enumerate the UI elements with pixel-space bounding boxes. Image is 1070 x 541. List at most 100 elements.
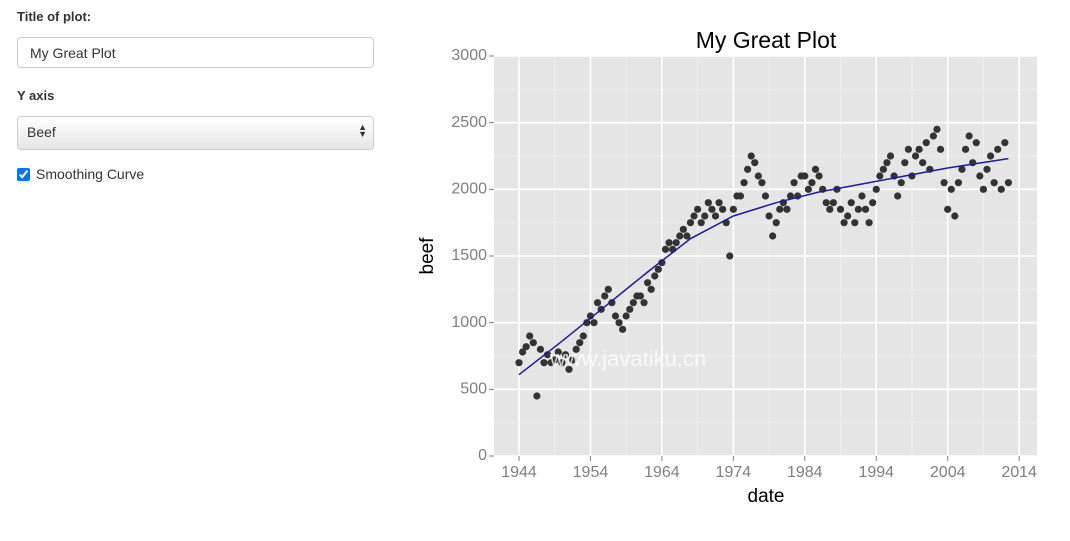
field-label: Y axis [17, 88, 55, 103]
point [811, 165, 820, 173]
point [879, 165, 887, 173]
point [944, 205, 952, 213]
y-tick-label: 1500 [451, 247, 487, 264]
x-tick-label: 2014 [1001, 464, 1037, 481]
smoothing-option[interactable]: Smoothing Curve [17, 166, 144, 182]
checkbox-label: Smoothing Curve [36, 166, 145, 182]
point [869, 199, 877, 207]
point [765, 212, 773, 220]
point [708, 205, 716, 213]
point [579, 332, 587, 340]
point [958, 165, 966, 173]
point [658, 259, 666, 267]
point [611, 312, 620, 320]
point [676, 232, 684, 240]
point [711, 212, 720, 220]
point [686, 219, 695, 227]
checkbox[interactable] [17, 167, 30, 181]
point [529, 339, 537, 347]
point [533, 392, 541, 400]
point [1001, 139, 1009, 147]
point [619, 325, 627, 333]
point [844, 212, 852, 220]
point [776, 205, 784, 213]
point [551, 356, 559, 364]
point [601, 292, 609, 300]
point [561, 351, 570, 359]
point [836, 205, 845, 213]
point [972, 139, 980, 147]
point [740, 179, 748, 187]
point [965, 132, 973, 140]
point [518, 348, 527, 356]
point [769, 232, 777, 240]
y-tick-label: 3000 [451, 47, 487, 64]
point [786, 192, 795, 200]
point [990, 179, 998, 187]
point [961, 145, 970, 153]
field-label: Title of plot: [17, 9, 92, 24]
point [929, 132, 938, 140]
point [565, 365, 573, 373]
y-tick-label: 1000 [451, 314, 487, 331]
point [997, 185, 1005, 193]
point [861, 205, 870, 213]
point [554, 348, 562, 356]
point [640, 299, 648, 307]
point [847, 199, 855, 207]
point [886, 152, 895, 160]
point [933, 125, 941, 133]
smoothing-curve [518, 157, 1009, 376]
point [576, 339, 584, 347]
point [726, 252, 734, 260]
x-axis-title: date [748, 486, 785, 507]
x-tick-label: 1974 [716, 464, 752, 481]
point [647, 285, 655, 293]
point [1004, 179, 1013, 187]
x-tick-label: 1994 [858, 464, 894, 481]
point [615, 319, 623, 327]
point [840, 219, 848, 227]
y-tick-label: 500 [460, 381, 487, 398]
point [983, 165, 991, 173]
point [515, 359, 523, 367]
title-input[interactable]: My Great Plot [17, 37, 374, 68]
point [526, 332, 534, 340]
point [701, 212, 709, 220]
y-tick-label: 2500 [451, 114, 487, 131]
point [715, 199, 723, 207]
point [919, 159, 927, 167]
point [801, 172, 809, 180]
x-tick-label: 1944 [501, 464, 537, 481]
point [536, 345, 545, 353]
point [915, 145, 923, 153]
select-value: Beef [27, 124, 56, 140]
select-arrow: ▲ ▼ [358, 122, 367, 139]
point [858, 192, 866, 200]
x-tick-label: 1964 [644, 464, 680, 481]
point [883, 159, 891, 167]
point [543, 351, 552, 359]
point [644, 279, 652, 287]
point [697, 219, 705, 227]
point [558, 359, 566, 367]
point [744, 165, 752, 173]
chart-title: My Great Plot [696, 27, 837, 53]
watermark: www.javatiku.cn [549, 346, 707, 371]
point [954, 179, 963, 187]
point [572, 345, 580, 353]
point [622, 312, 630, 320]
point [994, 145, 1002, 153]
point [936, 145, 945, 153]
point [911, 152, 920, 160]
point [901, 159, 909, 167]
y-axis-select[interactable]: Beef ▲ ▼ [17, 116, 374, 150]
point [729, 205, 737, 213]
point [747, 152, 755, 160]
point [679, 225, 687, 233]
point [894, 192, 902, 200]
point [872, 185, 880, 193]
point [851, 219, 859, 227]
